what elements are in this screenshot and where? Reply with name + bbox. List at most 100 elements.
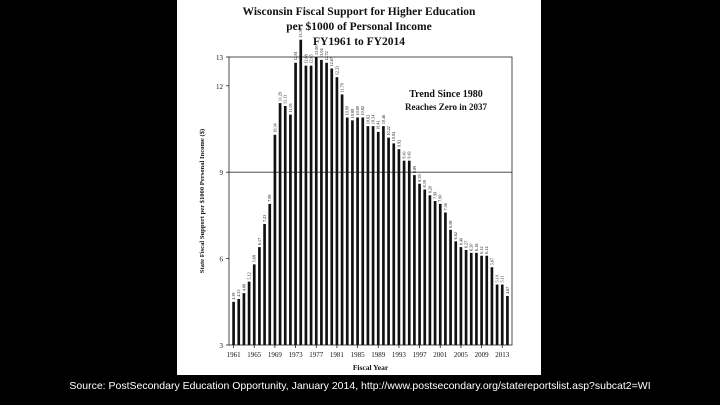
chart-bars — [232, 39, 509, 346]
bar — [294, 62, 297, 345]
bar-value-label: 13.04 — [319, 48, 324, 58]
bar — [314, 57, 318, 345]
bar — [252, 264, 256, 345]
bar-value-label: 12.65 — [309, 54, 314, 63]
bar-value-label: 7.56 — [443, 203, 448, 210]
bar-value-label: 7.23 — [262, 215, 267, 222]
x-tick-label: 1981 — [330, 351, 345, 359]
trend-annotation-line2: Reaches Zero in 2037 — [405, 102, 488, 112]
bar-chart: 3 6 9 12 13 1961 1965 1969 1973 1977 1981 1985 1989 1… — [199, 28, 513, 372]
bar — [258, 247, 261, 345]
source-citation: Source: PostSecondary Education Opportun… — [69, 380, 651, 392]
bar-value-label: 10.62 — [365, 115, 370, 124]
y-tick-label: 9 — [220, 169, 224, 177]
bar-value-label: 6.98 — [448, 220, 453, 227]
bar — [449, 229, 452, 345]
plot-frame — [228, 56, 513, 346]
x-tick-label: 1973 — [289, 351, 304, 359]
y-axis-label: State Fiscal Support per $1000 Personal … — [199, 129, 206, 273]
x-tick-label: 2001 — [433, 351, 448, 359]
bar — [278, 103, 282, 345]
chart-title: Wisconsin Fiscal Support for Higher Educ… — [242, 6, 476, 18]
x-tick-label: 1965 — [247, 351, 262, 359]
bar-value-label: 11.13 — [283, 95, 288, 104]
bar — [283, 105, 287, 346]
chart-subtitle: per $1000 of Personal Income — [286, 21, 432, 33]
bar-value-label: 12.72 — [324, 51, 329, 60]
bar-value-label: 8.20 — [427, 186, 432, 193]
bar-value-label: 10.34 — [272, 122, 277, 132]
bar-value-label: 5.67 — [489, 258, 494, 265]
bar-value-label: 12.67 — [329, 57, 334, 66]
bar — [438, 203, 442, 345]
x-axis-label: Fiscal Year — [353, 363, 389, 372]
bar-value-label: 13.50 — [298, 28, 303, 37]
bar-value-label: 10.99 — [345, 106, 350, 115]
bar-value-label: 8.89 — [412, 166, 417, 173]
bar-value-label: 5.68 — [252, 255, 257, 262]
bar-value-label: 12.23 — [334, 66, 339, 75]
bar-value-label: 10.54 — [371, 114, 376, 124]
bar-value-label: 10.82 — [360, 106, 365, 115]
bar — [356, 117, 359, 345]
bar — [387, 137, 390, 345]
bar — [340, 94, 344, 345]
bar — [273, 134, 277, 345]
bar-value-label: 12.68 — [303, 54, 308, 63]
bar — [392, 143, 396, 345]
bar-value-label: 6.18 — [474, 244, 479, 251]
bar-value-label: 6.17 — [257, 238, 262, 245]
trend-annotation-line1: Trend Since 1980 — [409, 89, 483, 100]
bar-value-label: 12.81 — [293, 51, 298, 60]
x-tick-label: 2005 — [454, 351, 469, 359]
bar — [454, 241, 458, 345]
y-tick-label: 6 — [220, 256, 224, 264]
bar — [361, 117, 365, 345]
bar — [382, 126, 385, 346]
bar — [475, 252, 478, 345]
bar-value-label: 7.98 — [267, 195, 272, 202]
bar — [335, 77, 339, 345]
bar-value-label: 8.39 — [422, 180, 427, 187]
bar — [418, 183, 421, 345]
x-tick-label: 1961 — [227, 351, 242, 359]
bar — [402, 160, 406, 345]
chart-text: Fiscal Year State Fiscal Support per $100… — [199, 89, 488, 372]
bar-value-label: 4.67 — [505, 287, 510, 294]
y-tick-label: 3 — [220, 342, 224, 350]
bar-value-label: 9.43 — [407, 151, 412, 158]
bar-value-label: 10.80 — [355, 106, 360, 115]
bar-value-label: 13.00 — [314, 46, 319, 55]
bar — [325, 62, 328, 345]
bar-value-label: 6.27 — [464, 241, 469, 248]
bar — [423, 189, 427, 345]
x-tick-label: 1977 — [309, 351, 324, 359]
bar-value-label: 10.41 — [376, 120, 381, 129]
bar-value-label: 6.20 — [469, 244, 474, 251]
bar — [242, 293, 246, 345]
bar — [495, 284, 499, 345]
bar-value-label: 6.14 — [484, 245, 489, 253]
bar — [371, 126, 375, 346]
bar — [232, 301, 235, 345]
y-tick-label: 13 — [216, 54, 224, 62]
bar — [247, 281, 251, 345]
bar — [506, 296, 509, 345]
bar — [469, 252, 473, 345]
bar — [268, 203, 272, 345]
bar — [428, 195, 432, 345]
bar-value-label: 5.12 — [247, 272, 252, 279]
x-tick-label: 1993 — [392, 351, 407, 359]
bar — [345, 117, 349, 345]
bar-value-label: 11.29 — [278, 92, 283, 101]
bar-value-labels: 4.39 4.554.885.12 5.68 6.17 7.23 7.98 10.34 11.… — [231, 28, 510, 300]
bar — [263, 224, 266, 345]
bar-value-label: 10.04 — [391, 131, 396, 141]
bar — [500, 284, 504, 345]
bar — [366, 126, 370, 346]
x-tick-label: 1985 — [351, 351, 366, 359]
bar-value-label: 4.55 — [236, 290, 241, 297]
bar-value-label: 9.92 — [396, 140, 401, 147]
chart-subtitle-years: FY1961 to FY2014 — [313, 36, 405, 48]
bar-value-label: 10.89 — [350, 109, 355, 118]
